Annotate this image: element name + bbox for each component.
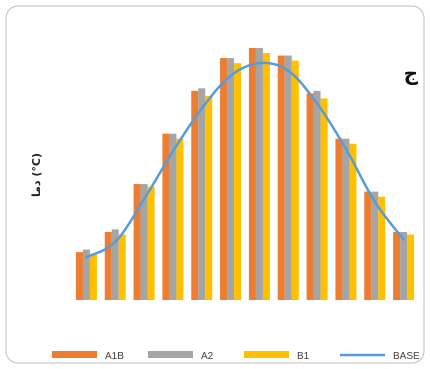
bar-b1-9 bbox=[320, 98, 328, 301]
legend-label-a2: A2 bbox=[201, 351, 214, 362]
bar-a1b-8 bbox=[277, 55, 285, 301]
bar-a2-6 bbox=[227, 58, 235, 300]
bar-b1-12 bbox=[407, 234, 415, 300]
bar-a1b-9 bbox=[306, 93, 314, 300]
panel-letter: ج bbox=[404, 61, 419, 85]
bar-b1-4 bbox=[176, 138, 184, 300]
bar-b1-6 bbox=[234, 63, 242, 301]
bar-a1b-2 bbox=[104, 231, 112, 300]
bar-a1b-3 bbox=[133, 184, 141, 300]
bar-b1-8 bbox=[291, 60, 299, 300]
plot-area bbox=[75, 48, 415, 301]
legend-label-b1: B1 bbox=[297, 351, 310, 362]
legend-label-a1b: A1B bbox=[105, 351, 124, 362]
bar-a1b-7 bbox=[248, 48, 256, 300]
bar-a2-12 bbox=[400, 231, 408, 300]
line-base bbox=[85, 61, 405, 259]
bar-a2-11 bbox=[371, 191, 379, 300]
bar-a2-7 bbox=[255, 48, 263, 300]
bar-a2-5 bbox=[198, 88, 206, 300]
bar-b1-10 bbox=[349, 143, 357, 300]
bar-a1b-5 bbox=[191, 90, 199, 300]
bar-a1b-4 bbox=[162, 133, 170, 300]
bar-a1b-1 bbox=[75, 252, 83, 300]
chart-frame bbox=[5, 5, 425, 364]
bar-a2-3 bbox=[140, 184, 148, 300]
bar-b1-5 bbox=[205, 95, 213, 300]
bar-a2-10 bbox=[342, 138, 350, 300]
bar-a2-9 bbox=[313, 90, 321, 300]
legend-swatch-a2 bbox=[148, 351, 193, 358]
bar-a2-2 bbox=[111, 229, 119, 300]
bar-b1-11 bbox=[378, 196, 386, 300]
y-axis-label: دما (°C) bbox=[30, 153, 43, 197]
bar-a1b-6 bbox=[220, 58, 228, 300]
bar-b1-3 bbox=[147, 186, 155, 300]
legend-swatch-b1 bbox=[244, 351, 289, 358]
bar-b1-2 bbox=[118, 234, 126, 300]
legend-label-base: BASE bbox=[393, 351, 420, 362]
chart-legend: A1B A2 B1 BASE bbox=[52, 351, 420, 362]
bar-b1-7 bbox=[262, 53, 270, 300]
bar-a1b-10 bbox=[335, 138, 343, 300]
bar-a2-8 bbox=[284, 55, 292, 301]
legend-swatch-a1b bbox=[52, 351, 97, 358]
bar-a2-4 bbox=[169, 133, 177, 300]
bar-a2-1 bbox=[82, 249, 90, 300]
bar-b1-1 bbox=[89, 254, 97, 300]
bar-a1b-12 bbox=[393, 231, 401, 300]
bar-a1b-11 bbox=[364, 191, 372, 300]
